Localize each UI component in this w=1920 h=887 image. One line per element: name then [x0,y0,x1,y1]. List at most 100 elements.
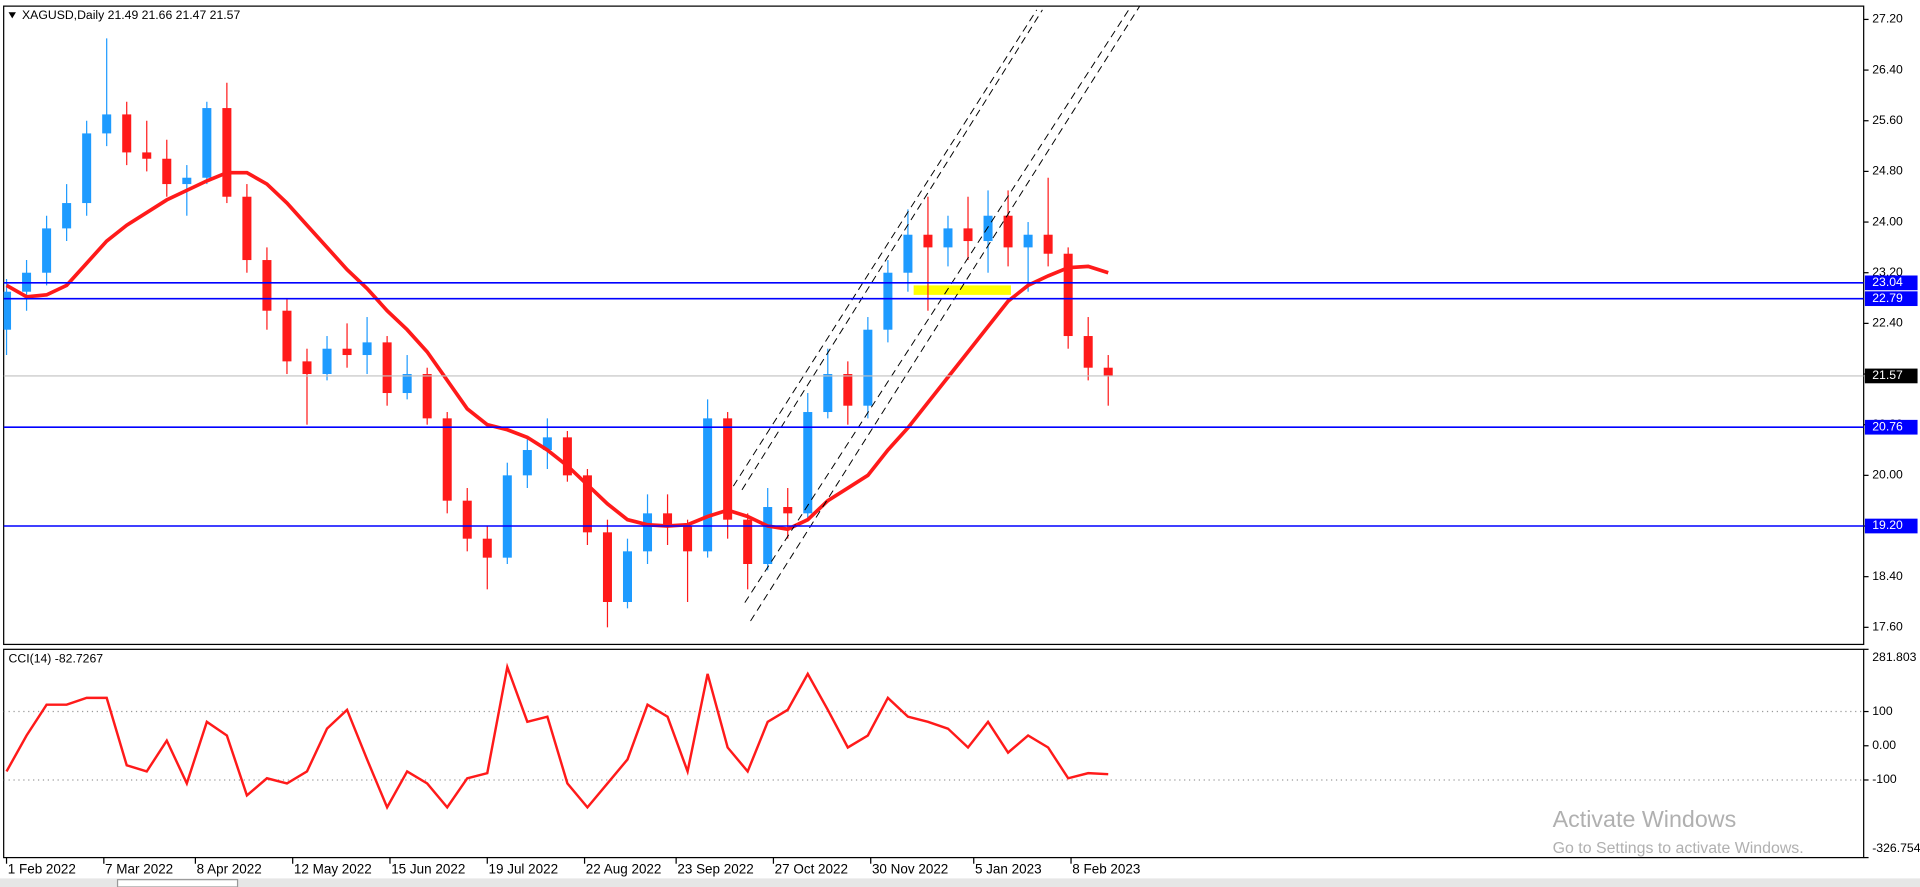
candle-body [102,114,112,134]
candle-body [282,310,292,362]
y-tick-label: 20.00 [1872,468,1903,482]
candle-body [703,418,713,552]
candle-body [3,291,12,330]
candle-body [622,551,632,602]
candle-body [322,348,332,375]
candle-body [602,532,612,602]
cci-panel [3,648,1865,859]
x-tick-label: 1 Feb 2022 [8,861,76,876]
candle-body [983,215,993,242]
last-price-box [1864,368,1918,384]
candle-body [362,342,372,356]
channel-line [750,6,1141,622]
candle-body [843,374,853,406]
candle-body [683,526,693,552]
x-tick-label: 12 May 2022 [294,861,372,876]
x-tick-label: 8 Apr 2022 [197,861,262,876]
x-tick-label: 19 Jul 2022 [488,861,558,876]
candle-body [1043,234,1053,254]
candle-body [462,500,472,539]
tab[interactable] [116,879,239,887]
x-tick-label: 23 Sep 2022 [677,861,753,876]
x-tick-label: 15 Jun 2022 [391,861,465,876]
level-label: 19.20 [1872,518,1903,532]
candle-body [502,475,512,558]
moving-average [5,170,1109,532]
candle-body [402,374,412,394]
candle-body [582,475,592,533]
candle-body [62,203,72,229]
cci-y-tick-label: -100 [1872,772,1897,786]
x-tick-label: 30 Nov 2022 [872,861,948,876]
candle-body [222,108,232,197]
y-tick-label: 17.60 [1872,620,1903,634]
channel-line [732,9,1038,487]
candle-body [963,228,973,242]
y-tick-label: 25.60 [1872,113,1903,127]
level-box [1864,518,1918,534]
cci-line [5,662,1109,811]
cci-y-tick-label: 0.00 [1872,738,1896,752]
level-box [1864,291,1918,307]
candle-body [302,361,312,375]
last-price-label: 21.57 [1872,368,1903,382]
x-tick-label: 7 Mar 2022 [105,861,173,876]
cci-y-tick-label: -326.754 [1872,841,1920,855]
candle-body [382,342,392,394]
candle-body [823,374,833,413]
y-tick-label: 27.20 [1872,12,1903,26]
candle-body [943,228,953,248]
y-tick-label: 26.40 [1872,62,1903,76]
candle-body [903,234,913,273]
y-tick-label: 22.40 [1872,316,1903,330]
y-tick-label: 24.80 [1872,164,1903,178]
watermark-title: Activate Windows [1553,806,1737,832]
candle-body [522,450,532,476]
candle-body [783,507,793,514]
candle-body [442,418,452,501]
menu-arrow[interactable] [8,12,16,19]
candle-body [562,437,572,476]
candle-body [422,374,432,419]
candle-body [743,519,753,565]
watermark-subtitle: Go to Settings to activate Windows. [1553,840,1804,857]
candle-body [1103,367,1113,376]
candle-body [122,114,132,153]
cci-plot [3,662,1864,811]
channel-line [741,9,1043,491]
cci-title: CCI(14) -82.7267 [9,651,104,665]
x-tick-label: 8 Feb 2023 [1072,861,1140,876]
level-label: 20.76 [1872,419,1903,433]
candle-body [342,348,352,356]
y-tick-label: 23.20 [1872,265,1903,279]
candle-body [1083,336,1093,368]
cci-y-tick-label: 281.803 [1872,650,1916,664]
candle-body [182,177,192,185]
candle-body [42,228,52,273]
cci-y-tick-label: 100 [1872,704,1893,718]
chart-title: XAGUSD,Daily 21.49 21.66 21.47 21.57 [22,8,240,22]
candle-body [142,152,152,159]
candle-body [1003,215,1013,248]
tab-bar [0,878,1920,887]
level-label: 23.04 [1872,275,1903,289]
candle-body [863,329,873,406]
candle-body [1063,253,1073,337]
level-label: 22.79 [1872,291,1903,305]
zone-rectangle [913,285,1011,295]
candle-body [482,538,492,558]
candle-body [262,260,272,311]
x-tick-label: 22 Aug 2022 [586,861,662,876]
candle-body [723,418,733,520]
candle-body [923,234,933,248]
x-tick-label: 5 Jan 2023 [975,861,1042,876]
candle-body [202,108,212,178]
candle-body [162,158,172,185]
x-tick-label: 27 Oct 2022 [775,861,848,876]
candle-body [542,437,552,451]
y-tick-label: 18.40 [1872,569,1903,583]
main-plot [3,6,1864,628]
